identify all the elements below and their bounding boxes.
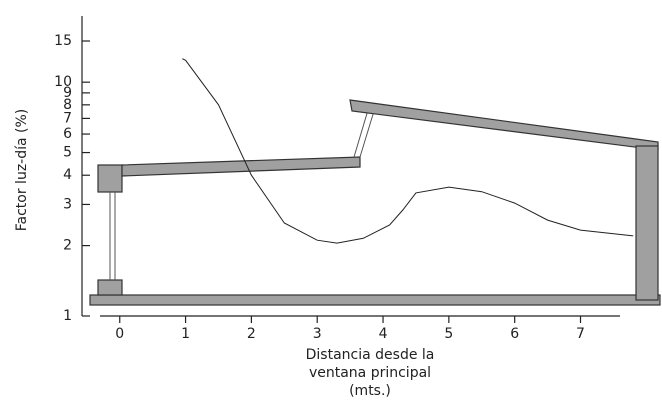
wall — [635, 145, 659, 301]
y-tick-label: 9 — [63, 85, 72, 101]
y-tick-label: 5 — [63, 145, 72, 161]
window — [359, 110, 375, 158]
y-tick-label: 7 — [63, 110, 72, 126]
x-tick-label: 1 — [181, 326, 190, 342]
x-tick-label: 2 — [247, 326, 256, 342]
x-tick-label: 4 — [379, 326, 388, 342]
y-tick-label: 10 — [54, 74, 72, 90]
x-axis-label: ventana principal — [309, 365, 431, 381]
y-tick-label: 2 — [63, 238, 72, 254]
y-tick-label: 3 — [63, 196, 72, 212]
x-axis-label: (mts.) — [349, 383, 391, 399]
x-tick-label: 0 — [115, 326, 124, 342]
x-axis-label: Distancia desde la — [306, 347, 435, 363]
x-tick-label: 7 — [576, 326, 585, 342]
window — [353, 109, 369, 158]
y-tick-label: 6 — [63, 126, 72, 142]
y-tick-label: 8 — [63, 97, 72, 113]
y-axis-label: Factor luz-día (%) — [14, 109, 30, 232]
roof — [349, 99, 659, 151]
building-section — [89, 99, 661, 306]
y-tick-label: 4 — [63, 167, 72, 183]
y-tick-label: 1 — [63, 308, 72, 324]
wall — [97, 164, 123, 193]
x-tick-label: 5 — [444, 326, 453, 342]
x-tick-label: 6 — [510, 326, 519, 342]
wall — [97, 279, 123, 296]
floor — [89, 294, 661, 306]
x-tick-label: 3 — [313, 326, 322, 342]
roof — [121, 156, 361, 177]
y-tick-label: 15 — [54, 33, 72, 49]
data-line — [182, 58, 634, 244]
